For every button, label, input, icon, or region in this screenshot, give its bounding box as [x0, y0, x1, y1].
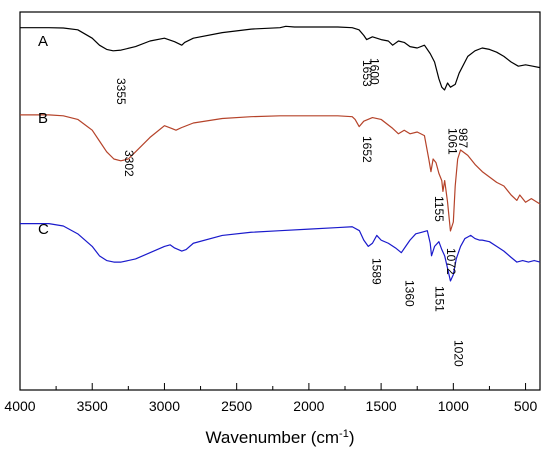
peak-label-a-1653: 1653 [360, 60, 374, 87]
x-tick-label-1500: 1500 [366, 398, 397, 414]
peak-label-a-3355: 3355 [114, 78, 128, 105]
x-axis-tick-labels: 4000 3500 3000 2500 2000 1500 1000 500 [4, 398, 537, 414]
plot-frame [19, 11, 541, 391]
x-tick-label-2000: 2000 [293, 398, 324, 414]
x-axis-ticks [19, 383, 527, 390]
peak-label-a-1061: 1061 [446, 128, 460, 155]
x-tick-label-3500: 3500 [77, 398, 108, 414]
series-line-a [20, 25, 541, 91]
peak-label-b-3302: 3302 [122, 150, 136, 177]
x-tick-label-500: 500 [514, 398, 538, 414]
peak-label-b-1652: 1652 [360, 136, 374, 163]
x-axis-title: Wavenumber (cm-1) [206, 428, 355, 447]
series-labels: A B C [38, 33, 49, 238]
x-tick-label-3000: 3000 [149, 398, 180, 414]
peak-label-c-1020: 1020 [451, 340, 465, 367]
peak-label-a-987: 987 [456, 128, 470, 148]
series-label-a: A [38, 33, 48, 50]
series-label-b: B [38, 110, 48, 127]
x-tick-label-4000: 4000 [4, 398, 35, 414]
x-tick-label-2500: 2500 [221, 398, 252, 414]
peak-label-c-1360: 1360 [402, 280, 416, 307]
peak-label-a-1600: 1600 [368, 58, 382, 85]
peak-label-c-1151: 1151 [433, 286, 447, 312]
series-line-b [20, 114, 541, 232]
series-label-c: C [38, 221, 49, 238]
peak-label-b-1072: 1072 [444, 248, 458, 275]
peak-label-b-1155: 1155 [432, 196, 446, 222]
series-lines [20, 25, 541, 282]
series-line-c [20, 223, 541, 282]
peak-label-c-1589: 1589 [369, 258, 383, 285]
x-tick-label-1000: 1000 [438, 398, 469, 414]
